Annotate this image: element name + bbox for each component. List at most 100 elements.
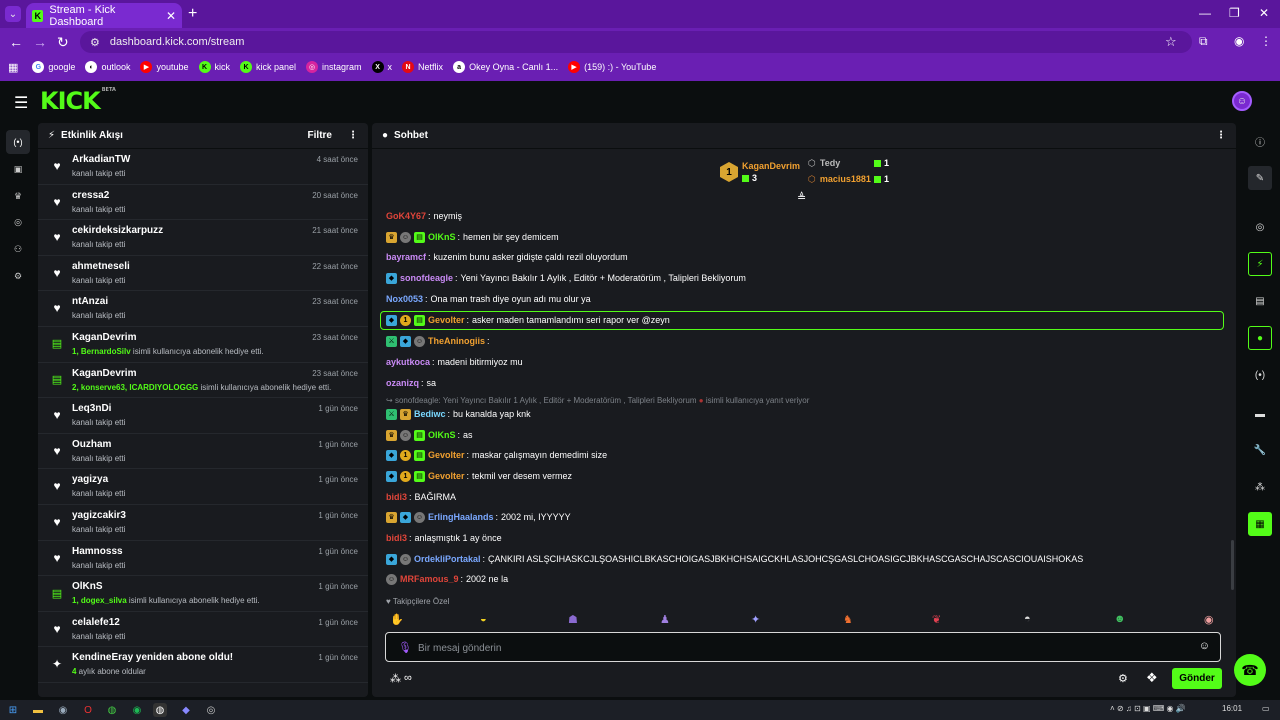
activity-event[interactable]: ♥ Leq3nDi kanalı takip etti 1 gün önce [38,398,368,434]
minimize-icon[interactable]: — [1199,6,1211,20]
info-icon[interactable]: ⓘ [1255,137,1265,149]
layout-icon[interactable]: ▬ [1255,408,1265,420]
notifications-icon[interactable]: ▭ [1262,704,1270,713]
activity-event[interactable]: ♥ cressa2 kanalı takip etti 20 saat önce [38,185,368,221]
apps-icon[interactable]: ▦ [8,61,19,74]
chat-input-box[interactable]: 🎙 ☺ [385,632,1221,662]
start-icon[interactable]: ⊞ [8,704,18,716]
event-username[interactable]: cekirdeksizkarpuzz [72,225,164,237]
back-icon[interactable]: ← [9,34,23,50]
chat-username[interactable]: TheAninogiis [428,336,485,346]
bookmark-item[interactable]: N Netflix [402,61,443,73]
activity-event[interactable]: ♥ yagizya kanalı takip etti 1 gün önce [38,469,368,505]
emote[interactable]: ◓ [1024,613,1031,625]
app-icon[interactable]: ◆ [182,704,190,716]
activity-event[interactable]: ▤ KaganDevrim 2, konserve63, ICARDIYOLOGGG… [38,363,368,399]
community-icon[interactable]: ⁂ [1255,481,1265,493]
chat-username[interactable]: GoK4Y67 [386,211,427,221]
chat-message[interactable]: ozanizq: sa [386,376,436,390]
bookmark-item[interactable]: ◎ instagram [306,61,362,73]
explorer-icon[interactable]: ▬ [33,704,43,716]
leader-3-name[interactable]: macius1881 [819,174,871,184]
chat-message[interactable]: bidi3: BAĞIRMA [386,490,456,504]
chat-username[interactable]: sonofdeagle [400,273,454,283]
emote[interactable]: ✋ [390,614,404,626]
obs-icon[interactable]: ◎ [206,704,216,716]
active-app-icon[interactable]: ◍ [153,703,167,717]
forward-icon[interactable]: → [33,34,47,50]
event-username[interactable]: ArkadianTW [72,154,131,165]
infinity-icon[interactable]: ∞ [404,672,412,684]
activity-event[interactable]: ♥ yagizcakir3 kanalı takip etti 1 gün önce [38,505,368,541]
chat-message[interactable]: bayramcf: kuzenim bunu asker gidişte çald… [386,250,628,264]
emote[interactable]: ◉ [1204,614,1214,626]
chat-username[interactable]: Gevolter [428,450,465,460]
emote-picker-icon[interactable]: ⁂ [390,673,401,685]
chat-username[interactable]: Gevolter [428,471,465,481]
emote[interactable]: ♟ [660,614,670,626]
profile-icon[interactable]: ◉ [1234,34,1245,48]
stream-nav-icon[interactable]: (•) [6,130,30,154]
chat-settings-icon[interactable]: ⚙ [1118,673,1128,685]
site-info-icon[interactable]: ⚙ [90,36,100,49]
chat-message[interactable]: ◆ 1 ▤ Gevolter: asker maden tamamlandımı ser… [386,313,670,327]
chat-more-icon[interactable]: ⋮ [1216,130,1226,141]
chat-username[interactable]: bidi3 [386,533,408,543]
chat-message[interactable]: ☺ MRFamous_9:2002 ne la [386,572,508,586]
event-username[interactable]: Hamnosss [72,545,123,557]
window-close-icon[interactable]: ✕ [1259,6,1270,20]
emoji-icon[interactable]: ☺ [1198,640,1210,652]
chat-username[interactable]: bidi3 [386,492,408,502]
browser-tab[interactable]: K Stream - Kick Dashboard ✕ [26,3,182,28]
extensions-icon[interactable]: ⧉ [1199,34,1208,48]
filter-button[interactable]: Filtre [307,130,332,141]
event-username[interactable]: yagizya [72,474,109,486]
trophy-nav-icon[interactable]: ♛ [13,190,23,201]
event-username[interactable]: Leq3nDi [72,403,112,415]
broadcast-icon[interactable]: (•) [1254,369,1266,381]
emote[interactable]: ◒ [480,613,487,625]
chat-username[interactable]: OrdekliPortakal [414,554,481,564]
quick-actions-icon[interactable]: ⚡ [1248,252,1272,276]
camera-nav-icon[interactable]: ◎ [14,216,22,227]
chat-message[interactable]: ◆ ☺ OrdekliPortakal: ÇANKIRI ASLŞCIHASKCJLŞ… [386,552,1083,566]
chat-message[interactable]: Nox0053: Ona man trash diye oyun adı mu o… [386,292,591,306]
activity-event[interactable]: ✦ KendineEray yeniden abone oldu! 4 aylık … [38,647,368,683]
activity-event[interactable]: ♥ ArkadianTW kanalı takip etti 4 saat önce [38,149,368,185]
activity-event[interactable]: ♥ Hamnosss kanalı takip etti 1 gün önce [38,541,368,577]
settings-nav-icon[interactable]: ⚙ [13,270,23,281]
event-username[interactable]: celalefe12 [72,616,120,628]
activity-event[interactable]: ♥ cekirdeksizkarpuzz kanalı takip etti 21 s… [38,220,368,256]
bookmark-item[interactable]: ▶ (159) :) - YouTube [568,61,656,73]
chat-message[interactable]: GoK4Y67: neymiş [386,209,462,223]
opera-icon[interactable]: O [84,704,92,716]
clips-icon[interactable]: ▦ [1248,512,1272,536]
chat-message[interactable]: ⚔ ♛ Bediwc: bu kanalda yap knk [386,407,531,421]
gift-sub-icon[interactable]: ❖ [1146,670,1158,685]
chat-message[interactable]: aykutkoca: madeni bitirmiyoz mu [386,355,523,369]
emote[interactable]: ✦ [751,614,761,626]
activity-more-icon[interactable]: ⋮ [348,130,358,141]
chat-username[interactable]: Nox0053 [386,294,424,304]
event-username[interactable]: ntAnzai [72,296,109,308]
chat-username[interactable]: Bediwc [414,409,446,419]
activity-event[interactable]: ♥ celalefe12 kanalı takip etti 1 gün önce [38,612,368,648]
reply-reference[interactable]: ↪ sonofdeagle: Yeni Yayıncı Bakılır 1 Ay… [386,396,810,405]
chat-message[interactable]: ⚔ ◆ ☺ TheAninogiis: [386,334,493,348]
collapse-leaderboard-icon[interactable]: ≜ [797,192,807,204]
chat-message[interactable]: ◆ sonofdeagle: Yeni Yayıncı Bakılır 1 Aylı… [386,271,746,285]
wrench-icon[interactable]: 🔧 [1253,444,1267,456]
activity-event[interactable]: ♥ ahmetneseli kanalı takip etti 22 saat önc… [38,256,368,292]
chat-username[interactable]: ozanizq [386,378,419,388]
restore-icon[interactable]: ❐ [1229,6,1240,20]
chat-message[interactable]: ◆ 1 ▤ Gevolter: maskar çalışmayın demedimi s… [386,448,607,462]
user-avatar[interactable]: ☺ [1232,91,1252,111]
microphone-icon[interactable]: 🎙 [398,642,412,654]
bookmark-item[interactable]: ▶ youtube [140,61,189,73]
chat-username[interactable]: Gevolter [428,315,465,325]
camera-tool-icon[interactable]: ◎ [1255,221,1265,233]
activity-event[interactable]: ♥ ntAnzai kanalı takip etti 23 saat önce [38,291,368,327]
dashboard-nav-icon[interactable]: ▣ [13,163,23,174]
